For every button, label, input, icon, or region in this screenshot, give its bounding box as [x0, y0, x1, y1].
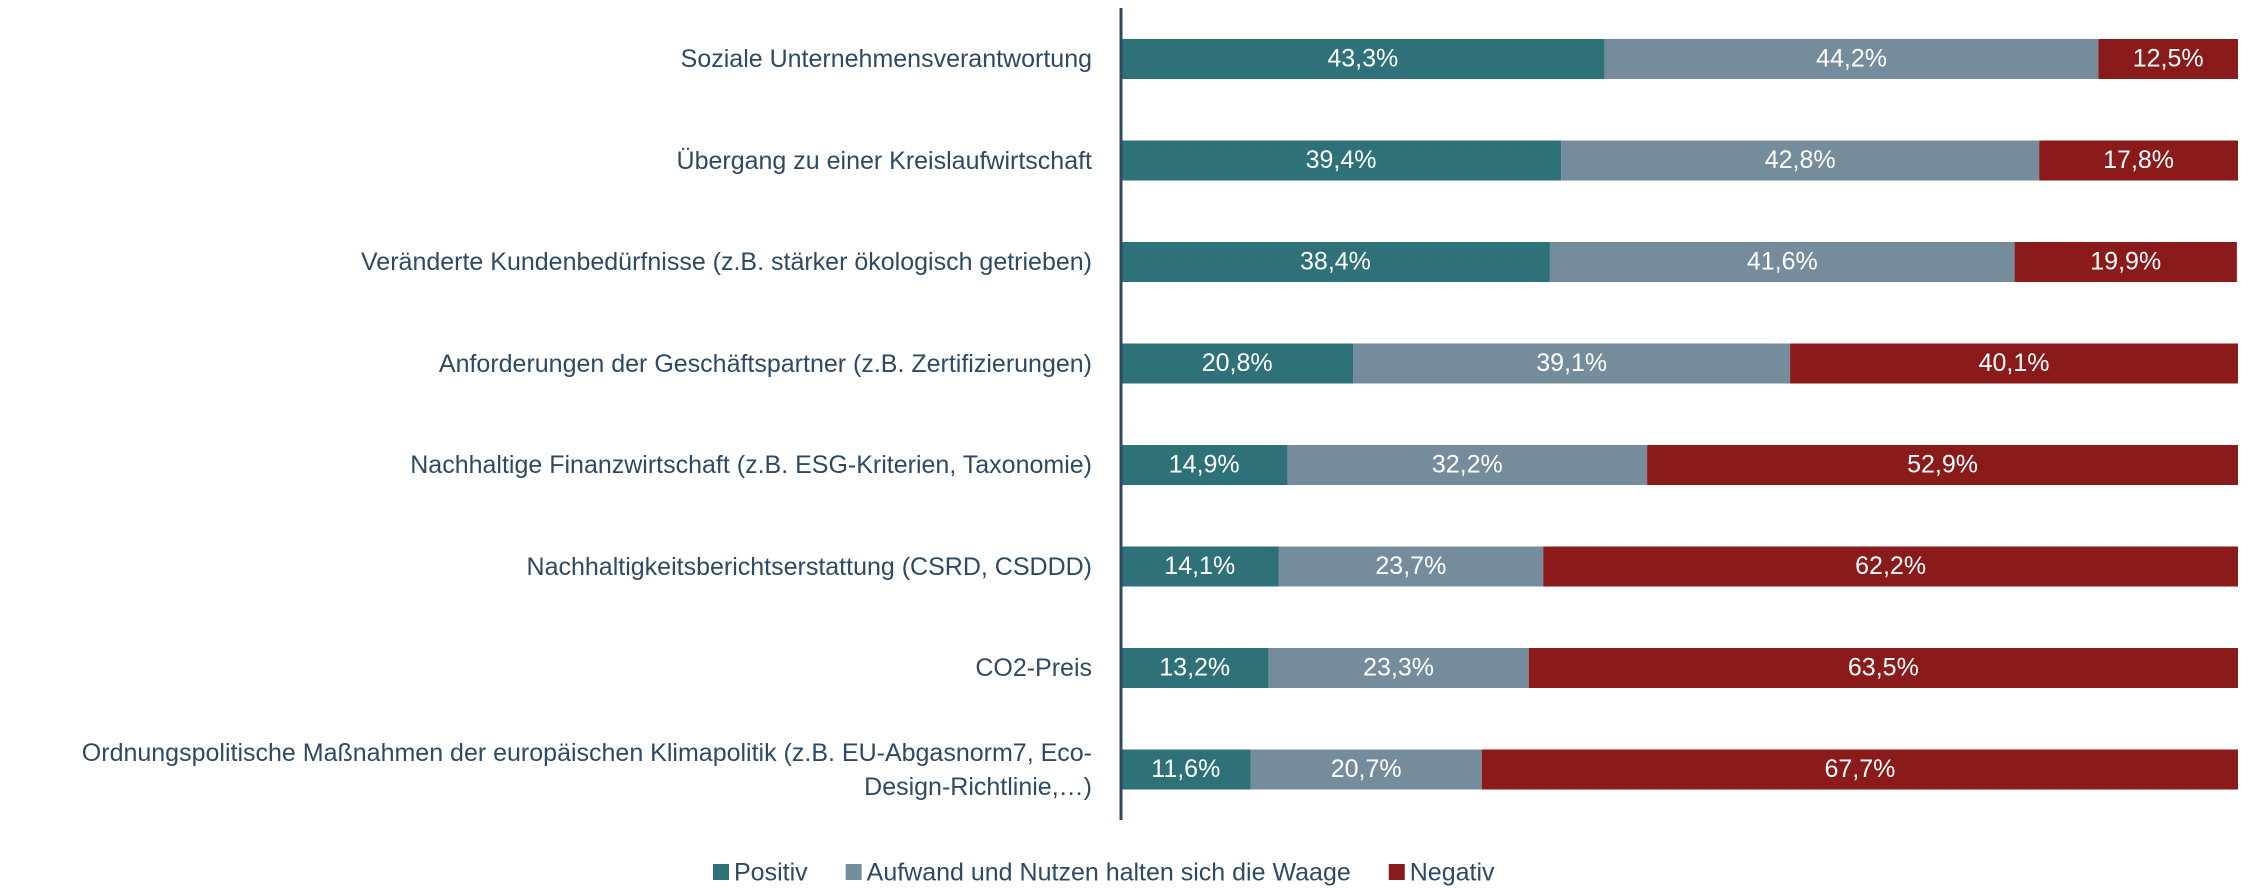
bar-segment: [1121, 39, 1605, 79]
bar-segment: [1549, 242, 2015, 282]
value-label: 12,5%: [2133, 45, 2204, 73]
category-label: Soziale Unternehmensverantwortung: [680, 45, 1092, 73]
bar-segment: [1121, 445, 1288, 485]
bar-segment: [1528, 648, 2238, 688]
category-label: Nachhaltigkeitsberichtserstattung (CSRD,…: [526, 552, 1092, 581]
bar-segment: [1121, 749, 1251, 790]
bar-segment: [1121, 546, 1279, 587]
bar-segment: [1121, 242, 1550, 282]
value-label: 39,4%: [1306, 146, 1377, 174]
bar-segment: [1287, 445, 1648, 485]
value-label: 43,3%: [1327, 45, 1398, 73]
value-label: 14,9%: [1169, 451, 1240, 479]
value-label: 62,2%: [1855, 552, 1926, 580]
value-label: 41,6%: [1747, 248, 1818, 276]
value-label: 17,8%: [2103, 146, 2174, 174]
bar-segment: [2098, 39, 2238, 79]
value-label: 13,2%: [1159, 654, 1230, 682]
legend-label: Negativ: [1410, 859, 1495, 887]
bar-segment: [1250, 749, 1482, 790]
value-label: 42,8%: [1765, 146, 1836, 174]
value-label: 14,1%: [1164, 552, 1235, 580]
category-label: Anforderungen der Geschäftspartner (z.B.…: [438, 349, 1092, 378]
bar-segment: [1121, 343, 1354, 384]
bar-segment: [1121, 648, 1269, 688]
category-label: Veränderte Kundenbedürfnisse (z.B. stärk…: [361, 248, 1092, 276]
bar-segment: [2014, 242, 2237, 282]
value-label: 67,7%: [1824, 755, 1895, 783]
bar-segment: [1268, 648, 1529, 688]
value-label: 11,6%: [1151, 755, 1220, 783]
value-label: 19,9%: [2090, 248, 2161, 276]
value-label: 20,7%: [1331, 755, 1402, 783]
value-label: 44,2%: [1816, 45, 1887, 73]
legend-swatch: [1388, 864, 1405, 880]
value-label: 39,1%: [1536, 349, 1607, 377]
value-label: 63,5%: [1848, 654, 1919, 682]
legend-label: Aufwand und Nutzen halten sich die Waage: [867, 859, 1351, 887]
bar-segment: [1121, 140, 1562, 181]
bar-segment: [1481, 749, 2238, 790]
value-label: 32,2%: [1432, 451, 1503, 479]
legend-swatch: [713, 864, 729, 880]
value-label: 20,8%: [1202, 349, 1273, 377]
category-label: Übergang zu einer Kreislaufwirtschaft: [676, 146, 1092, 175]
bar-segment: [1353, 343, 1791, 384]
category-label: Nachhaltige Finanzwirtschaft (z.B. ESG-K…: [410, 451, 1092, 479]
value-label: 40,1%: [1979, 349, 2050, 377]
bar-segment: [1278, 546, 1544, 587]
category-label: Ordnungspolitische Maßnahmen der europäi…: [81, 738, 1092, 801]
bar-segment: [1790, 343, 2238, 384]
bar-segment: [2039, 140, 2238, 181]
bar-segment: [1543, 546, 2238, 587]
value-label: 23,7%: [1375, 552, 1446, 580]
bar-segment: [1561, 140, 2040, 181]
bar-segment: [1647, 445, 2238, 485]
legend-label: Positiv: [734, 859, 808, 887]
legend-swatch: [845, 864, 862, 880]
value-label: 23,3%: [1363, 654, 1434, 682]
value-label: 52,9%: [1907, 451, 1978, 479]
value-label: 38,4%: [1300, 248, 1371, 276]
bar-segment: [1604, 39, 2099, 79]
category-label: CO2-Preis: [975, 654, 1092, 682]
